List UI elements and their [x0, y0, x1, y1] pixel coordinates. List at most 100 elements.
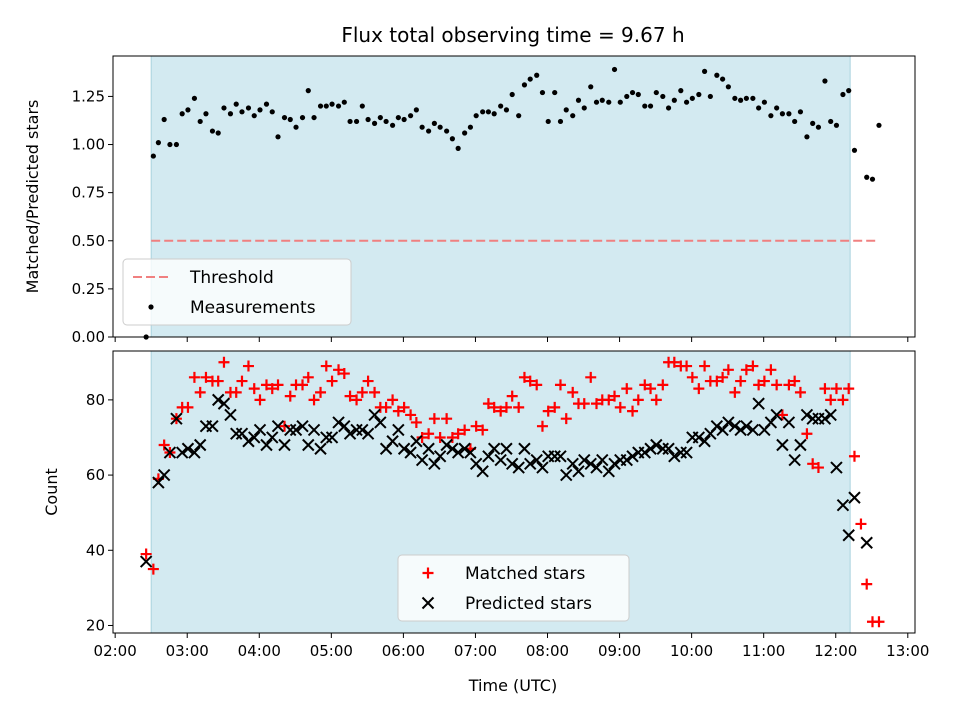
matched-star-point: [200, 371, 212, 383]
matched-star-point: [614, 401, 626, 413]
matched-star-point: [722, 364, 734, 376]
predicted-star-point: [722, 416, 735, 429]
measurement-point: [305, 88, 311, 94]
predicted-star-point: [157, 468, 171, 482]
matched-star-point: [387, 394, 399, 406]
matched-star-point: [560, 413, 572, 425]
matched-star-point: [356, 386, 368, 398]
measurement-point: [251, 113, 257, 119]
predicted-star-point: [668, 450, 681, 463]
measurement-point: [876, 122, 882, 128]
matched-star-point: [470, 420, 482, 432]
predicted-star-point: [560, 468, 573, 482]
matched-star-point: [272, 379, 284, 391]
ratio-panel: 0.00 0.25 0.50 0.75 1.00 1.25 Matched/Predict…: [23, 55, 916, 346]
matched-star-point: [825, 394, 837, 406]
measurement-point: [245, 105, 252, 111]
matched-star-point: [771, 379, 783, 391]
predicted-star-point: [626, 450, 639, 463]
y-tick-label: 0.00: [72, 328, 105, 346]
matched-star-point: [242, 360, 254, 372]
predicted-star-point: [734, 423, 747, 437]
matched-star-point: [765, 364, 777, 376]
y-tick-label: 0.75: [72, 184, 105, 202]
matched-star-point: [380, 401, 392, 413]
matched-star-point: [423, 428, 435, 440]
measurement-point: [209, 128, 216, 134]
x-tick-label: 07:00: [454, 642, 497, 660]
predicted-star-point: [530, 453, 543, 467]
measurement-point: [444, 128, 450, 134]
measurement-point: [756, 105, 762, 111]
x-axis-label: Time (UTC): [468, 676, 557, 695]
measurement-point: [617, 99, 623, 105]
y-tick-label: 1.25: [72, 87, 105, 105]
measurement-point: [335, 103, 342, 109]
measurement-point: [635, 91, 641, 98]
predicted-star-point: [512, 461, 525, 474]
measurement-point: [377, 114, 383, 121]
predicted-star-point: [746, 423, 760, 437]
measurement-point: [539, 89, 546, 96]
matched-star-point: [639, 379, 651, 391]
measurement-point: [419, 124, 425, 130]
measurement-point: [557, 118, 564, 125]
predicted-star-point: [596, 453, 609, 467]
predicted-star-point: [500, 442, 513, 455]
matched-star-point: [218, 356, 230, 368]
matched-star-point: [158, 439, 170, 451]
matched-star-point: [735, 375, 747, 387]
y-tick-label: 1.00: [72, 136, 105, 154]
matched-star-point: [524, 375, 536, 387]
measurement-point: [185, 107, 191, 113]
legend-box: [122, 258, 352, 326]
predicted-star-point: [548, 450, 561, 463]
matched-star-point: [308, 394, 320, 406]
measurement-point: [743, 95, 749, 101]
measurement-point: [671, 97, 677, 103]
predicted-star-point: [818, 412, 832, 425]
predicted-star-point: [343, 427, 357, 440]
measurement-point: [570, 113, 576, 119]
predicted-star-point: [536, 461, 549, 474]
predicted-star-point: [217, 397, 231, 410]
matched-star-point: [632, 394, 644, 406]
measurement-point: [275, 134, 281, 140]
measurement-point: [437, 124, 443, 130]
predicted-star-point: [602, 465, 615, 478]
predicted-star-point: [830, 461, 843, 474]
predicted-star-point: [710, 419, 724, 433]
legend-matched-label: Matched stars: [465, 564, 585, 584]
chart-title: Flux total observing time = 9.67 h: [341, 23, 684, 47]
matched-star-point: [855, 518, 867, 530]
predicted-star-point: [782, 416, 796, 429]
matched-star-point: [668, 356, 680, 368]
predicted-star-point: [271, 419, 285, 433]
measurement-point: [521, 82, 528, 88]
measurement-point: [588, 84, 594, 90]
x-tick-label: 13:00: [886, 642, 929, 660]
measurement-point: [534, 72, 540, 78]
measurement-point: [581, 105, 587, 111]
matched-star-point: [488, 401, 500, 413]
predicted-star-point: [289, 423, 303, 437]
predicted-star-point: [692, 431, 706, 444]
predicted-star-point: [650, 438, 663, 452]
measurement-point: [797, 109, 804, 115]
matched-star-point: [302, 371, 314, 383]
predicted-star-point: [193, 438, 207, 452]
measurement-point: [233, 101, 239, 107]
predicted-star-point: [806, 412, 819, 425]
predicted-star-point: [590, 461, 603, 474]
predicted-star-point: [505, 457, 519, 471]
predicted-star-point: [740, 419, 753, 433]
predicted-star-point: [638, 446, 651, 459]
measurement-point: [683, 99, 690, 105]
legend-predicted-label: Predicted stars: [465, 594, 592, 614]
measurement-point: [426, 128, 432, 134]
matched-star-point: [830, 383, 842, 395]
matched-star-point: [585, 371, 597, 383]
matched-star-point: [333, 364, 345, 376]
predicted-star-point: [325, 431, 339, 444]
measurement-point: [593, 99, 600, 105]
